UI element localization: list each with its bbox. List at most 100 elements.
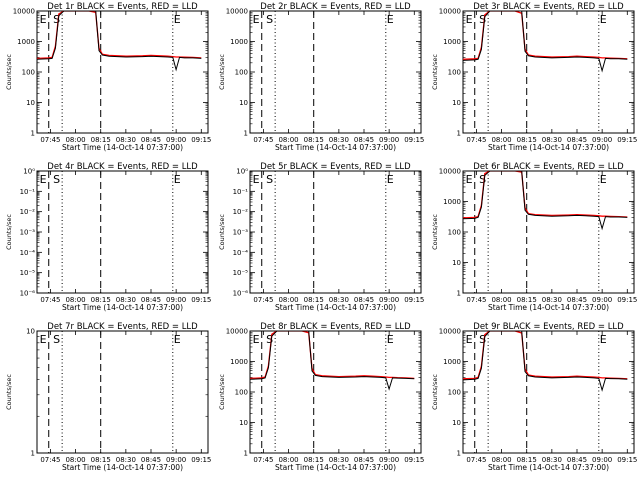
series-line-events	[463, 331, 628, 392]
event-marker-s: S	[266, 13, 273, 26]
ytick-label: 10000	[439, 8, 461, 16]
xtick-label: 08:45	[354, 456, 374, 464]
ytick-label: 10⁻⁵	[233, 269, 249, 277]
xtick-label: 08:15	[517, 456, 537, 464]
event-marker-e: E	[40, 13, 47, 26]
ytick-label: 10000	[13, 8, 35, 16]
ytick-label: 1	[244, 450, 248, 458]
xtick-label: 08:30	[116, 456, 136, 464]
plot-frame	[249, 330, 422, 454]
panel-det-3r: Det 3r BLACK = Events, RED = LLD 1 10 100 10…	[431, 2, 637, 152]
event-marker-e: E	[174, 333, 181, 346]
xtick-label: 08:15	[304, 136, 324, 144]
x-axis-label: Start Time (14-Oct-14 07:37:00)	[488, 463, 609, 472]
xtick-label: 09:15	[191, 296, 211, 304]
panel-det-4r: Det 4r BLACK = Events, RED = LLD 10⁻⁶ 10⁻⁵…	[5, 162, 211, 312]
xtick-label: 09:15	[191, 136, 211, 144]
xtick-label: 07:45	[40, 136, 60, 144]
ytick-label: 1000	[230, 38, 248, 46]
xtick-label: 08:00	[491, 136, 511, 144]
event-marker-e: E	[466, 13, 473, 26]
plot-frame	[462, 10, 635, 134]
ytick-label: 10	[452, 99, 461, 107]
ytick-label: 1000	[17, 38, 35, 46]
event-marker-s: S	[53, 333, 60, 346]
y-axis-label: Counts/sec	[431, 374, 439, 410]
event-marker-e: E	[253, 13, 260, 26]
panel-title: Det 6r BLACK = Events, RED = LLD	[473, 162, 624, 172]
event-marker-e: E	[40, 333, 47, 346]
xtick-label: 07:45	[466, 296, 486, 304]
event-marker-e: E	[253, 173, 260, 186]
x-axis-label: Start Time (14-Oct-14 07:37:00)	[62, 463, 183, 472]
ytick-label: 10⁻⁴	[20, 249, 36, 257]
event-marker-e: E	[174, 173, 181, 186]
ytick-label: 1	[457, 450, 461, 458]
xtick-label: 09:00	[379, 456, 399, 464]
xtick-label: 08:00	[491, 296, 511, 304]
xtick-label: 08:45	[141, 456, 161, 464]
event-marker-s: S	[266, 173, 273, 186]
xtick-label: 08:15	[304, 456, 324, 464]
xtick-label: 08:45	[354, 136, 374, 144]
xtick-label: 08:30	[542, 296, 562, 304]
y-axis-label: Counts/sec	[431, 214, 439, 250]
xtick-label: 08:00	[278, 136, 298, 144]
ytick-label: 1000	[443, 198, 461, 206]
x-axis-label: Start Time (14-Oct-14 07:37:00)	[275, 463, 396, 472]
event-marker-e: E	[600, 173, 607, 186]
series-line-events	[37, 11, 202, 72]
ytick-label: 100	[235, 389, 248, 397]
plot-frame	[462, 170, 635, 294]
panel-det-8r: Det 8r BLACK = Events, RED = LLD 1 10 100 10…	[218, 322, 424, 472]
xtick-label: 08:15	[304, 296, 324, 304]
series-line-events	[250, 331, 415, 391]
event-marker-s: S	[479, 13, 486, 26]
ytick-label: 1	[31, 450, 35, 458]
ytick-label: 10⁻⁶	[233, 290, 249, 298]
xtick-label: 09:15	[404, 296, 424, 304]
ytick-label: 10⁻³	[233, 229, 249, 237]
xtick-label: 07:45	[40, 456, 60, 464]
xtick-label: 09:00	[592, 136, 612, 144]
event-marker-e: E	[253, 333, 260, 346]
xtick-label: 08:30	[116, 296, 136, 304]
panel-det-7r: Det 7r BLACK = Events, RED = LLD 1 10 07:45…	[5, 322, 211, 472]
xtick-label: 08:00	[65, 296, 85, 304]
x-axis-label: Start Time (14-Oct-14 07:37:00)	[62, 303, 183, 312]
xtick-label: 08:00	[65, 136, 85, 144]
ytick-label: 10	[26, 328, 35, 336]
ytick-label: 100	[448, 389, 461, 397]
event-marker-s: S	[479, 333, 486, 346]
event-marker-e: E	[387, 173, 394, 186]
ytick-label: 100	[448, 69, 461, 77]
panel-title: Det 4r BLACK = Events, RED = LLD	[47, 162, 198, 172]
xtick-label: 07:45	[466, 456, 486, 464]
xtick-label: 08:15	[517, 136, 537, 144]
y-axis-label: Counts/sec	[218, 214, 226, 250]
xtick-label: 08:30	[542, 136, 562, 144]
xtick-label: 07:45	[253, 296, 273, 304]
ytick-label: 10	[452, 419, 461, 427]
xtick-label: 09:00	[592, 296, 612, 304]
panel-det-9r: Det 9r BLACK = Events, RED = LLD 1 10 100 10…	[431, 322, 637, 472]
xtick-label: 09:15	[617, 456, 637, 464]
xtick-label: 08:45	[567, 296, 587, 304]
ytick-label: 10⁻⁴	[233, 249, 249, 257]
xtick-label: 08:30	[329, 296, 349, 304]
panel-det-6r: Det 6r BLACK = Events, RED = LLD 1 10 100 10…	[431, 162, 637, 312]
ytick-label: 10⁻¹	[20, 188, 36, 196]
event-marker-s: S	[479, 173, 486, 186]
event-marker-e: E	[387, 13, 394, 26]
xtick-label: 08:15	[91, 136, 111, 144]
ytick-label: 100	[22, 69, 35, 77]
x-axis-label: Start Time (14-Oct-14 07:37:00)	[275, 143, 396, 152]
plot-frame	[36, 10, 209, 134]
ytick-label: 10000	[439, 168, 461, 176]
xtick-label: 08:00	[65, 456, 85, 464]
plot-frame	[36, 170, 209, 294]
ytick-label: 10000	[226, 8, 248, 16]
panel-det-1r: Det 1r BLACK = Events, RED = LLD 1 10 100 10…	[5, 2, 211, 152]
xtick-label: 09:15	[191, 456, 211, 464]
